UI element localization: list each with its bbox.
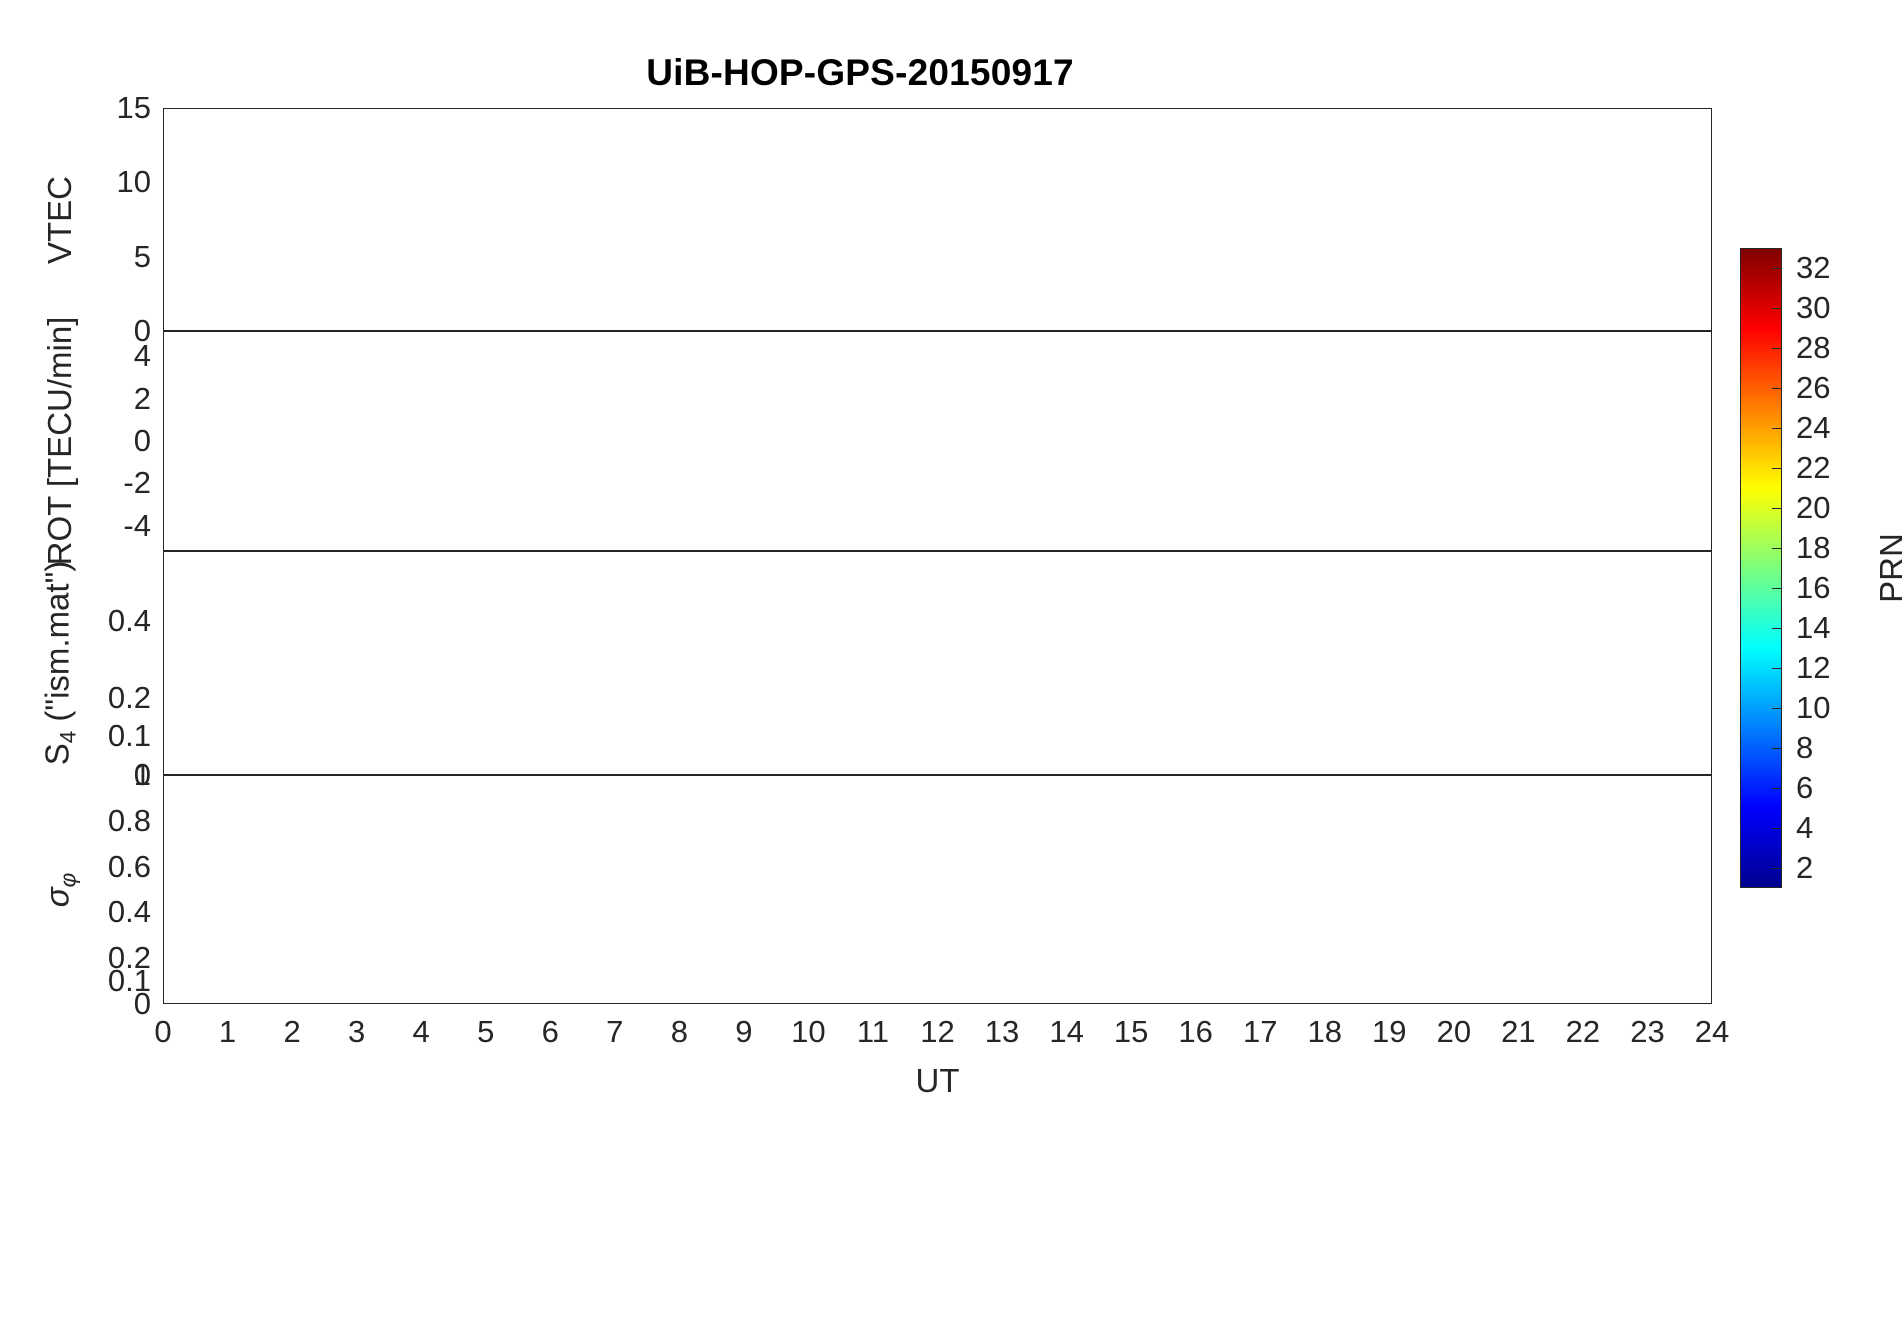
colorbar-tick-label-0: 2 (1796, 850, 1814, 885)
x-tick-label-5: 5 (477, 1014, 495, 1049)
y-tick-label-s4-2: 0.2 (107, 679, 151, 715)
colorbar-tick-9 (1772, 508, 1782, 510)
y-tick-label-rot-4: 4 (133, 338, 151, 374)
panel-frame-s4 (163, 551, 1712, 775)
colorbar-tick-8 (1772, 548, 1782, 550)
x-tick-label-15: 15 (1113, 1014, 1149, 1049)
y-axis-label-vtec: VTEC (41, 175, 78, 264)
colorbar-tick-label-10: 22 (1796, 450, 1831, 485)
x-tick-label-16: 16 (1178, 1014, 1213, 1049)
x-tick-label-8: 8 (670, 1014, 688, 1049)
x-tick-label-22: 22 (1565, 1014, 1601, 1049)
x-tick-label-6: 6 (541, 1014, 559, 1049)
x-tick-label-2: 2 (283, 1014, 301, 1049)
y-tick-label-vtec-1: 5 (133, 238, 151, 274)
colorbar-tick-label-12: 26 (1796, 370, 1831, 405)
x-tick-label-12: 12 (920, 1014, 955, 1049)
colorbar-tick-10 (1772, 468, 1782, 470)
y-tick-label-vtec-3: 15 (116, 90, 151, 125)
x-axis-label: UT (915, 1062, 960, 1099)
y-tick-label-sigma-phi-0: 0 (133, 986, 151, 1021)
x-tick-label-19: 19 (1372, 1014, 1407, 1049)
x-tick-label-17: 17 (1242, 1014, 1278, 1049)
colorbar-tick-2 (1772, 788, 1782, 790)
colorbar-tick-3 (1772, 748, 1782, 750)
colorbar-tick-label-15: 32 (1796, 250, 1831, 285)
y-tick-label-vtec-2: 10 (116, 164, 151, 200)
y-tick-label-rot-3: 2 (133, 380, 151, 416)
y-tick-label-rot-2: 0 (133, 423, 151, 458)
colorbar-tick-14 (1772, 308, 1782, 310)
colorbar-tick-label-5: 12 (1796, 650, 1831, 685)
colorbar-tick-label-13: 28 (1796, 330, 1831, 365)
colorbar-tick-13 (1772, 348, 1782, 350)
x-tick-label-21: 21 (1501, 1014, 1536, 1049)
colorbar-tick-label-11: 24 (1796, 410, 1831, 445)
y-tick-label-rot-0: -4 (123, 507, 151, 543)
colorbar-tick-1 (1772, 828, 1782, 830)
colorbar-tick-6 (1772, 628, 1782, 630)
colorbar-tick-label-14: 30 (1796, 290, 1831, 325)
x-tick-label-0: 0 (154, 1014, 172, 1049)
panel-frame-sigma-phi (163, 775, 1712, 1004)
y-tick-label-sigma-phi-2: 0.2 (107, 940, 151, 976)
colorbar-tick-label-9: 20 (1796, 490, 1831, 525)
x-tick-label-13: 13 (984, 1014, 1020, 1049)
x-tick-label-3: 3 (348, 1014, 366, 1049)
panel-frame-vtec (163, 108, 1712, 331)
y-axis-label-sigma-phi: σφ (38, 872, 81, 907)
colorbar-tick-label-2: 6 (1796, 770, 1814, 805)
x-tick-label-23: 23 (1630, 1014, 1665, 1049)
x-tick-label-1: 1 (218, 1014, 237, 1049)
colorbar-tick-0 (1772, 868, 1782, 870)
y-axis-label-rot: ROT [TECU/min] (41, 316, 78, 566)
x-tick-label-18: 18 (1307, 1014, 1342, 1049)
page-title: UiB-HOP-GPS-20150917 (646, 52, 1074, 93)
y-tick-label-sigma-phi-6: 1 (133, 757, 151, 792)
colorbar-tick-12 (1772, 388, 1782, 390)
y-tick-label-sigma-phi-1: 0.1 (107, 963, 151, 999)
x-tick-label-24: 24 (1694, 1014, 1730, 1049)
x-tick-label-14: 14 (1049, 1014, 1084, 1049)
colorbar-title: PRN (1873, 533, 1902, 603)
y-tick-label-s4-0: 0 (133, 757, 151, 792)
plot-panel-sigma-phi (163, 775, 1712, 1004)
colorbar-tick-label-4: 10 (1796, 690, 1831, 725)
y-tick-label-sigma-phi-3: 0.4 (107, 894, 151, 930)
y-tick-label-s4-1: 0.1 (107, 718, 151, 754)
colorbar-tick-4 (1772, 708, 1782, 710)
colorbar-tick-7 (1772, 588, 1782, 590)
y-tick-label-sigma-phi-4: 0.6 (107, 848, 151, 884)
colorbar-tick-label-8: 18 (1796, 530, 1831, 565)
colorbar-tick-15 (1772, 268, 1782, 270)
y-tick-label-rot-1: -2 (123, 465, 151, 501)
x-tick-label-7: 7 (606, 1014, 624, 1049)
colorbar-tick-label-6: 14 (1796, 610, 1831, 645)
colorbar-tick-label-7: 16 (1796, 570, 1831, 605)
y-tick-label-s4-3: 0.4 (107, 602, 151, 638)
x-tick-label-10: 10 (791, 1014, 826, 1049)
colorbar-tick-5 (1772, 668, 1782, 670)
panel-frame-rot (163, 331, 1712, 551)
colorbar-tick-label-3: 8 (1796, 730, 1814, 765)
x-tick-label-20: 20 (1436, 1014, 1472, 1049)
colorbar-tick-label-1: 4 (1796, 810, 1814, 845)
colorbar-tick-11 (1772, 428, 1782, 430)
colorbar-gradient[interactable] (1740, 248, 1782, 888)
x-tick-label-11: 11 (856, 1014, 890, 1049)
y-axis-label-s4: S4 ("ism.mat") (38, 560, 81, 766)
plot-panel-vtec (163, 108, 1712, 331)
x-tick-label-9: 9 (735, 1014, 753, 1049)
y-tick-label-sigma-phi-5: 0.8 (107, 802, 151, 838)
plot-panel-s4 (163, 551, 1712, 775)
plot-panel-rot (163, 331, 1712, 551)
y-tick-label-vtec-0: 0 (133, 313, 151, 348)
x-tick-label-4: 4 (412, 1014, 430, 1049)
